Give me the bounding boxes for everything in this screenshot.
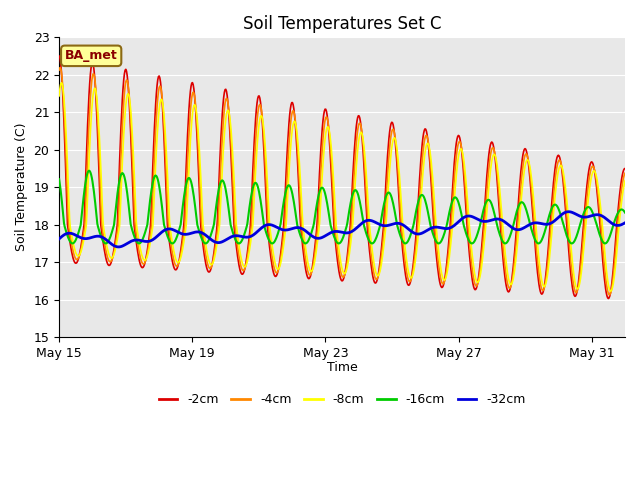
Title: Soil Temperatures Set C: Soil Temperatures Set C xyxy=(243,15,442,33)
Legend: -2cm, -4cm, -8cm, -16cm, -32cm: -2cm, -4cm, -8cm, -16cm, -32cm xyxy=(154,388,531,411)
X-axis label: Time: Time xyxy=(326,361,358,374)
Y-axis label: Soil Temperature (C): Soil Temperature (C) xyxy=(15,123,28,252)
Text: BA_met: BA_met xyxy=(65,49,118,62)
